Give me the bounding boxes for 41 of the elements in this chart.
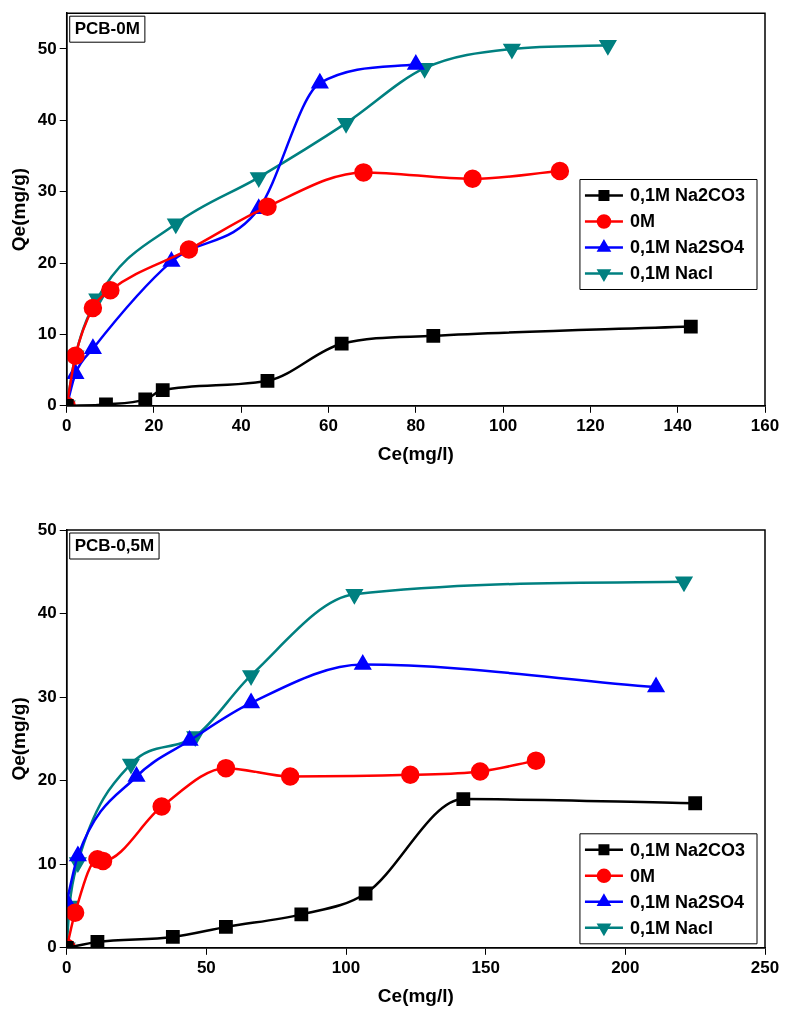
y-tick-label: 30	[37, 181, 57, 201]
y-tick-label: 0	[47, 395, 57, 415]
x-tick-label: 50	[196, 957, 216, 977]
y-tick-label: 20	[37, 252, 57, 272]
x-tick-label: 140	[663, 415, 692, 435]
legend-label: 0M	[629, 865, 655, 886]
legend-label: 0,1M Na2CO3	[629, 185, 746, 206]
y-tick-label: 30	[37, 686, 57, 706]
x-tick-label: 20	[144, 415, 164, 435]
legend-label: 0,1M Na2CO3	[629, 839, 746, 860]
legend-label: 0,1M Nacl	[629, 263, 713, 284]
legend-label: 0M	[629, 211, 655, 232]
x-tick-label: 100	[331, 957, 361, 977]
y-tick-label: 20	[37, 770, 57, 790]
y-tick-label: 40	[37, 603, 57, 623]
x-tick-label: 0	[61, 957, 72, 977]
legend-label: 0,1M Nacl	[629, 917, 713, 938]
y-tick-label: 10	[37, 853, 57, 873]
y-tick-label: 0	[47, 937, 57, 957]
x-tick-label: 160	[750, 415, 780, 435]
x-tick-label: 200	[611, 957, 640, 977]
y-tick-label: 50	[37, 38, 57, 58]
x-tick-label: 150	[471, 957, 500, 977]
x-tick-label: 0	[61, 415, 72, 435]
legend-label: 0,1M Na2SO4	[629, 237, 745, 258]
y-tick-label: 50	[37, 519, 57, 539]
x-tick-label: 40	[231, 415, 251, 435]
legend-label: 0,1M Na2SO4	[629, 891, 745, 912]
x-tick-label: 60	[319, 415, 339, 435]
x-axis-title: Ce(mg/l)	[377, 984, 454, 1006]
y-axis-title: Qe(mg/g)	[7, 167, 29, 252]
y-axis-title: Qe(mg/g)	[7, 697, 29, 781]
x-tick-label: 120	[576, 415, 605, 435]
y-tick-label: 10	[37, 324, 57, 344]
x-tick-label: 100	[488, 415, 518, 435]
y-tick-label: 40	[37, 109, 57, 129]
x-tick-label: 80	[406, 415, 426, 435]
x-tick-label: 250	[750, 957, 780, 977]
chart-title: PCB-0M	[74, 18, 140, 38]
x-axis-title: Ce(mg/l)	[377, 442, 454, 464]
chart-title: PCB-0,5M	[74, 535, 155, 555]
